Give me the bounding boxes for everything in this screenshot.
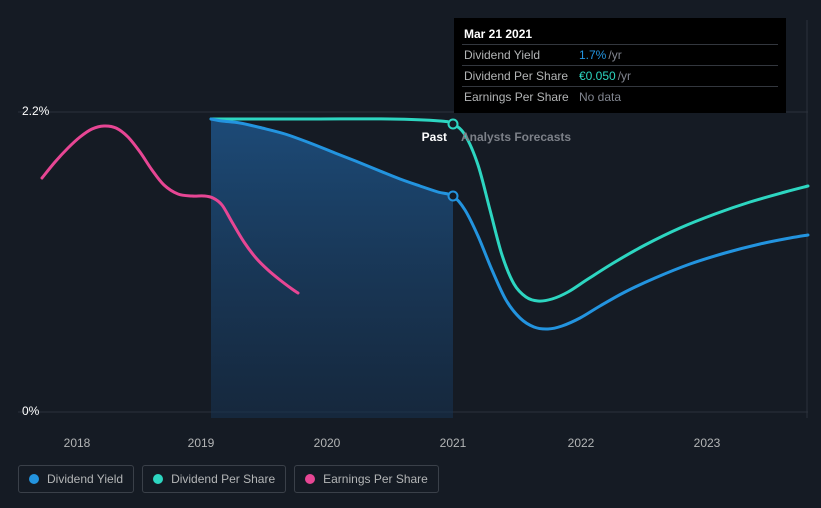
legend-item[interactable]: Dividend Yield — [18, 465, 134, 493]
legend-item[interactable]: Earnings Per Share — [294, 465, 439, 493]
legend-label: Dividend Per Share — [171, 472, 275, 486]
x-axis-tick: 2018 — [52, 436, 102, 450]
legend-item[interactable]: Dividend Per Share — [142, 465, 286, 493]
tooltip-row: Dividend Yield1.7%/yr — [462, 44, 778, 65]
legend-label: Dividend Yield — [47, 472, 123, 486]
x-axis-tick: 2023 — [682, 436, 732, 450]
chart-legend: Dividend Yield Dividend Per Share Earnings… — [18, 465, 439, 493]
x-axis-tick: 2020 — [302, 436, 352, 450]
legend-dot — [153, 474, 163, 484]
tooltip-row: Dividend Per Share€0.050/yr — [462, 65, 778, 86]
tooltip-row-label: Dividend Yield — [464, 48, 579, 62]
period-label-forecast: Analysts Forecasts — [461, 130, 571, 144]
y-axis-tick-top: 2.2% — [22, 104, 49, 118]
period-label-past: Past — [422, 130, 447, 144]
tooltip-row-label: Earnings Per Share — [464, 90, 579, 104]
y-axis-tick-bottom: 0% — [22, 404, 39, 418]
tooltip-row-value: 1.7%/yr — [579, 48, 776, 62]
x-axis-tick: 2022 — [556, 436, 606, 450]
x-axis-tick: 2021 — [428, 436, 478, 450]
tooltip-row-label: Dividend Per Share — [464, 69, 579, 83]
legend-label: Earnings Per Share — [323, 472, 428, 486]
tooltip-title: Mar 21 2021 — [462, 24, 778, 44]
dividend-chart: 2.2% 0% 2018 2019 2020 2021 2022 2023 Past An… — [0, 0, 821, 508]
tooltip-row-value: No data — [579, 90, 776, 104]
tooltip-row: Earnings Per ShareNo data — [462, 86, 778, 107]
legend-dot — [29, 474, 39, 484]
legend-dot — [305, 474, 315, 484]
tooltip-row-value: €0.050/yr — [579, 69, 776, 83]
x-axis-tick: 2019 — [176, 436, 226, 450]
chart-tooltip: Mar 21 2021 Dividend Yield1.7%/yrDividen… — [454, 18, 786, 113]
